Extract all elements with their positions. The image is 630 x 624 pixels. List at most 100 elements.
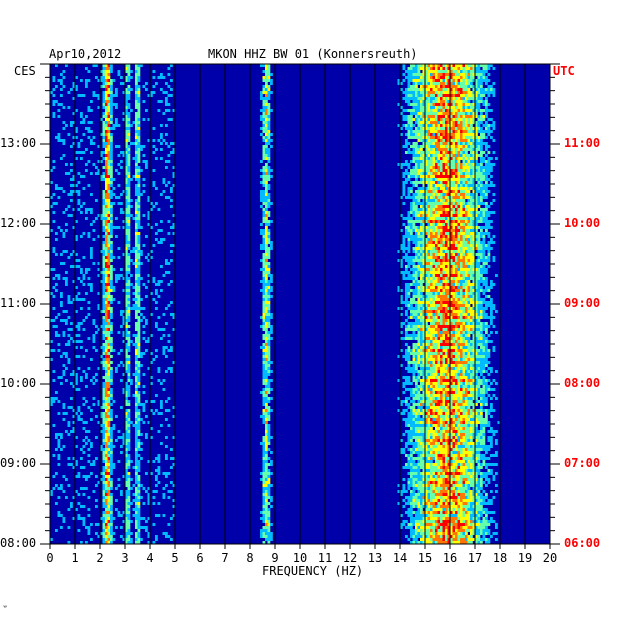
spectrogram-cell — [147, 94, 151, 97]
spectrogram-cell — [482, 265, 486, 268]
spectrogram-cell — [472, 232, 476, 235]
spectrogram-cell — [437, 130, 441, 133]
spectrogram-cell — [485, 205, 488, 208]
spectrogram-cell — [412, 133, 416, 136]
spectrogram-cell — [102, 280, 106, 283]
spectrogram-cell — [135, 154, 138, 157]
spectrogram-cell — [475, 259, 478, 262]
spectrogram-cell — [407, 109, 411, 112]
spectrogram-cell — [472, 64, 476, 67]
spectrogram-cell — [485, 346, 488, 349]
spectrogram-cell — [427, 82, 431, 85]
spectrogram-cell — [415, 226, 418, 229]
spectrogram-cell — [477, 64, 481, 67]
spectrogram-cell — [462, 190, 466, 193]
spectrogram-cell — [105, 100, 108, 103]
spectrogram-cell — [425, 343, 428, 346]
spectrogram-cell — [267, 130, 271, 133]
spectrogram-cell — [432, 301, 436, 304]
spectrogram-cell — [265, 181, 268, 184]
spectrogram-cell — [60, 253, 63, 256]
spectrogram-cell — [267, 235, 271, 238]
spectrogram-cell — [105, 238, 108, 241]
spectrogram-cell — [462, 280, 466, 283]
spectrogram-cell — [110, 340, 113, 343]
spectrogram-cell — [125, 106, 128, 109]
spectrogram-cell — [467, 268, 471, 271]
spectrogram-cell — [170, 280, 173, 283]
spectrogram-cell — [170, 151, 173, 154]
spectrogram-cell — [55, 331, 58, 334]
spectrogram-cell — [262, 328, 266, 331]
spectrogram-cell — [450, 220, 453, 223]
spectrogram-cell — [475, 142, 478, 145]
spectrogram-cell — [110, 259, 113, 262]
spectrogram-cell — [465, 127, 468, 130]
spectrogram-cell — [57, 79, 61, 82]
spectrogram-cell — [475, 154, 478, 157]
spectrogram-cell — [105, 196, 108, 199]
spectrogram-cell — [265, 193, 268, 196]
spectrogram-cell — [470, 145, 473, 148]
spectrogram-cell — [262, 253, 266, 256]
spectrogram-cell — [422, 313, 426, 316]
spectrogram-cell — [125, 316, 128, 319]
spectrogram-cell — [447, 181, 451, 184]
spectrogram-cell — [457, 349, 461, 352]
spectrogram-cell — [137, 307, 141, 310]
spectrogram-cell — [107, 157, 111, 160]
spectrogram-cell — [55, 136, 58, 139]
spectrogram-cell — [445, 199, 448, 202]
spectrogram-cell — [430, 112, 433, 115]
spectrogram-cell — [75, 76, 78, 79]
spectrogram-cell — [475, 331, 478, 334]
spectrogram-cell — [417, 190, 421, 193]
spectrogram-cell — [477, 106, 481, 109]
spectrogram-cell — [417, 235, 421, 238]
spectrogram-cell — [405, 256, 408, 259]
spectrogram-cell — [152, 85, 156, 88]
spectrogram-cell — [445, 226, 448, 229]
spectrogram-cell — [480, 85, 483, 88]
spectrogram-cell — [107, 136, 111, 139]
spectrogram-cell — [67, 91, 71, 94]
spectrogram-cell — [62, 310, 66, 313]
spectrogram-cell — [462, 244, 466, 247]
spectrogram-cell — [465, 208, 468, 211]
spectrogram-cell — [102, 277, 106, 280]
spectrogram-cell — [485, 145, 488, 148]
spectrogram-cell — [442, 142, 446, 145]
spectrogram-cell — [442, 271, 446, 274]
spectrogram-cell — [442, 220, 446, 223]
spectrogram-cell — [477, 70, 481, 73]
spectrogram-cell — [137, 91, 141, 94]
spectrogram-cell — [445, 64, 448, 67]
spectrogram-cell — [420, 124, 423, 127]
spectrogram-cell — [137, 148, 141, 151]
spectrogram-cell — [55, 184, 58, 187]
spectrogram-cell — [142, 316, 146, 319]
spectrogram-cell — [100, 70, 103, 73]
spectrogram-cell — [460, 73, 463, 76]
spectrogram-cell — [107, 268, 111, 271]
spectrogram-cell — [477, 190, 481, 193]
spectrogram-cell — [422, 109, 426, 112]
spectrogram-cell — [487, 73, 491, 76]
spectrogram-cell — [492, 304, 496, 307]
spectrogram-cell — [425, 304, 428, 307]
spectrogram-cell — [137, 277, 141, 280]
spectrogram-cell — [480, 139, 483, 142]
spectrogram-cell — [80, 280, 83, 283]
spectrogram-cell — [432, 148, 436, 151]
spectrogram-cell — [260, 169, 263, 172]
spectrogram-cell — [80, 235, 83, 238]
spectrogram-cell — [135, 232, 138, 235]
spectrogram-cell — [455, 289, 458, 292]
spectrogram-cell — [415, 211, 418, 214]
spectrogram-cell — [410, 115, 413, 118]
spectrogram-cell — [152, 127, 156, 130]
spectrogram-cell — [427, 67, 431, 70]
spectrogram-cell — [447, 97, 451, 100]
spectrogram-cell — [135, 241, 138, 244]
spectrogram-cell — [470, 196, 473, 199]
